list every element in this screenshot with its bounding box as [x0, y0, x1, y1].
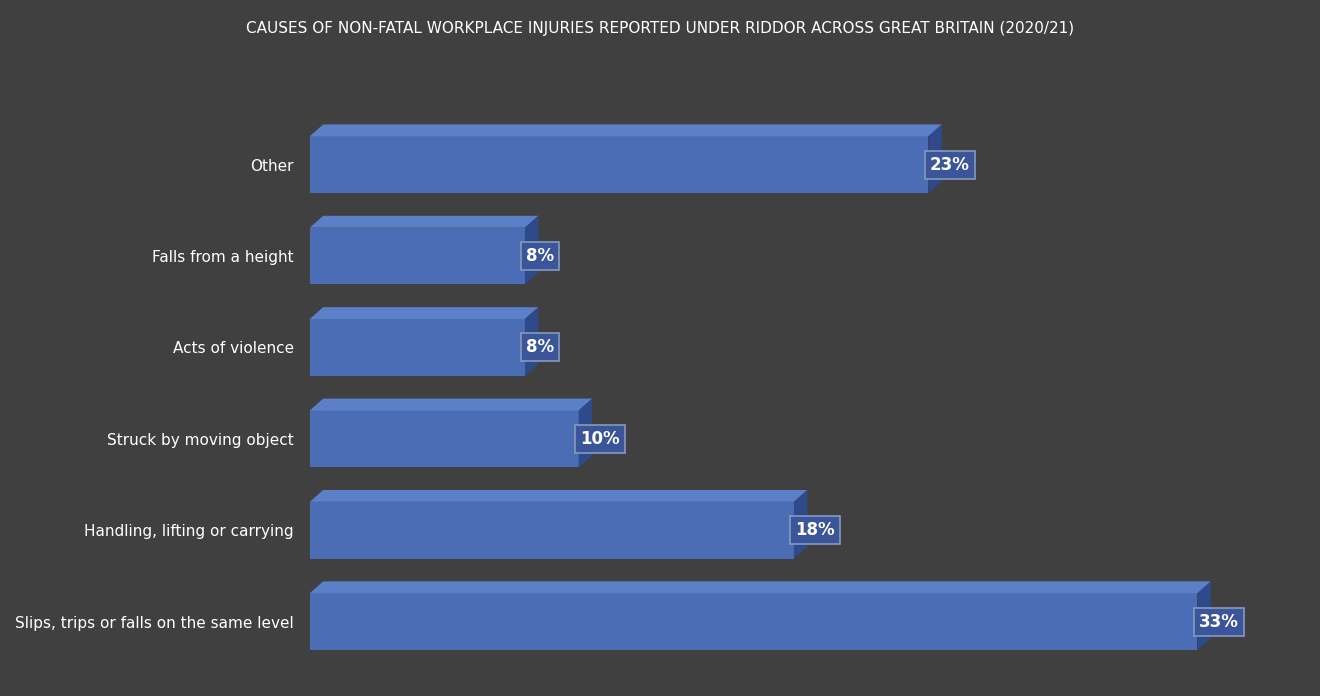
Polygon shape: [310, 581, 1210, 593]
Text: 23%: 23%: [929, 156, 970, 173]
Polygon shape: [310, 490, 808, 502]
Bar: [310, 593, 1197, 650]
Polygon shape: [1197, 581, 1210, 650]
Polygon shape: [310, 307, 539, 319]
Bar: [310, 228, 525, 285]
Text: 10%: 10%: [579, 430, 619, 448]
Polygon shape: [310, 125, 942, 136]
Polygon shape: [578, 399, 593, 467]
Bar: [310, 502, 793, 558]
Polygon shape: [793, 490, 808, 558]
Bar: [310, 136, 928, 193]
Text: CAUSES OF NON-FATAL WORKPLACE INJURIES REPORTED UNDER RIDDOR ACROSS GREAT BRITAI: CAUSES OF NON-FATAL WORKPLACE INJURIES R…: [246, 21, 1074, 36]
Bar: [310, 319, 525, 376]
Text: 8%: 8%: [527, 338, 554, 356]
Text: 8%: 8%: [527, 247, 554, 265]
Text: 18%: 18%: [795, 521, 834, 539]
Polygon shape: [928, 125, 942, 193]
Polygon shape: [525, 216, 539, 285]
Polygon shape: [310, 399, 593, 411]
Bar: [310, 411, 578, 467]
Polygon shape: [525, 307, 539, 376]
Text: 33%: 33%: [1199, 612, 1238, 631]
Polygon shape: [310, 216, 539, 228]
